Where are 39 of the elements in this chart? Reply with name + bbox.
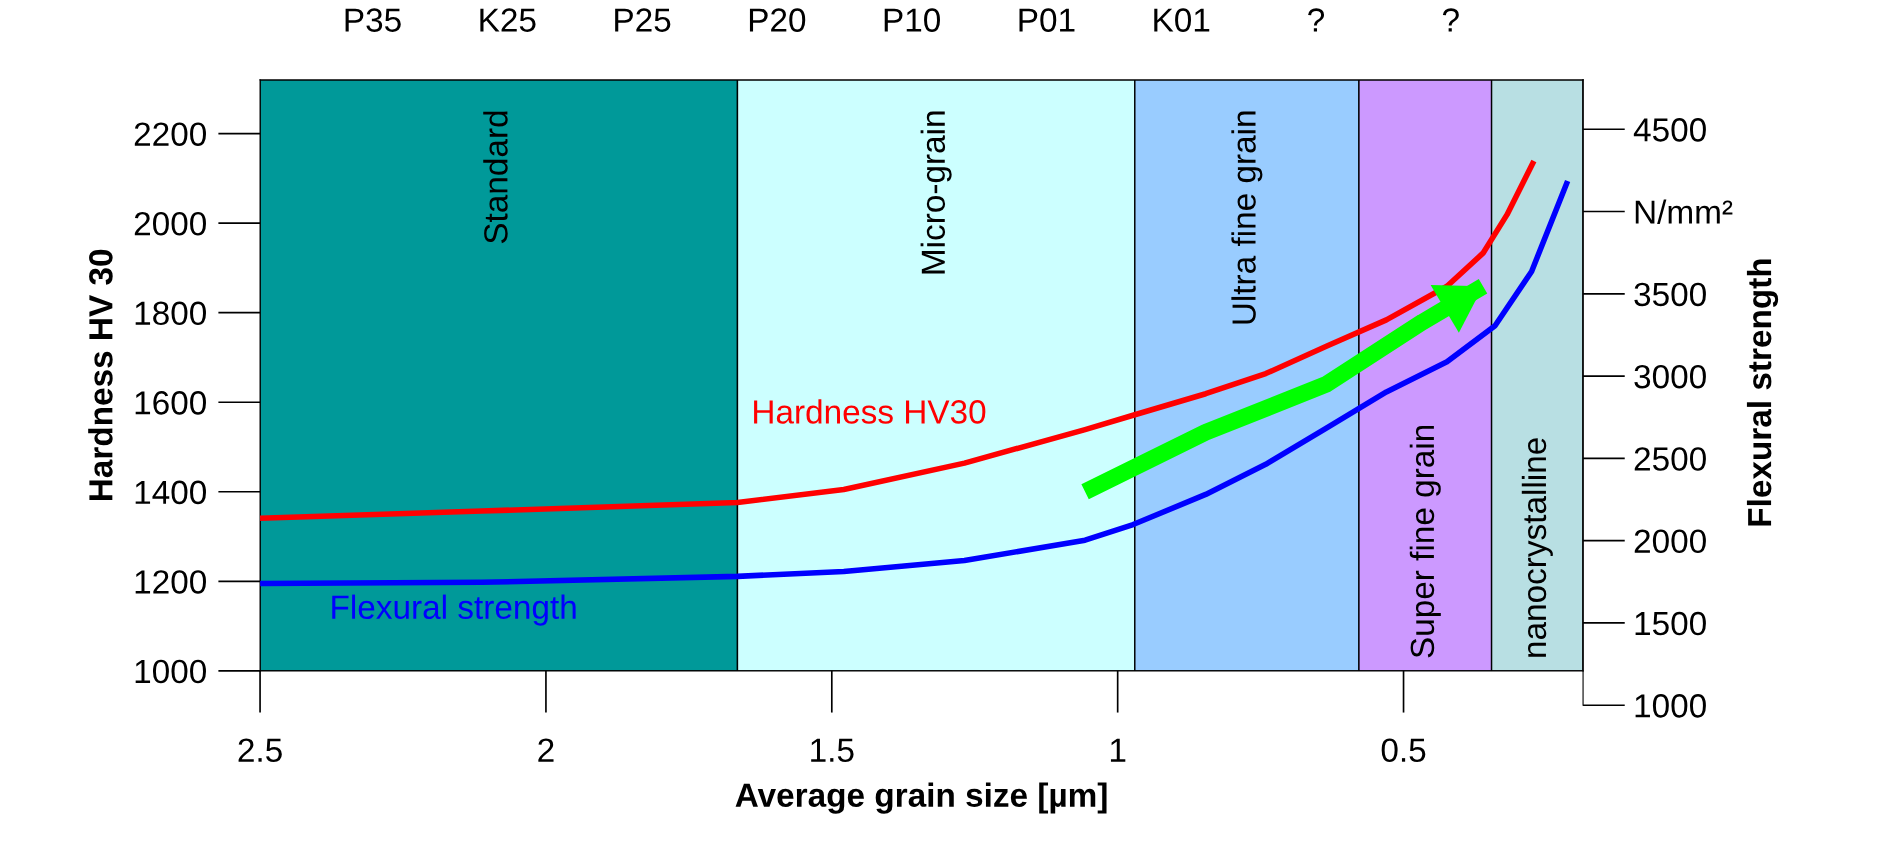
y2-tick-label: 3000 [1634, 364, 1706, 389]
x-tick-label: 2 [538, 738, 554, 762]
y-tick-label: 1400 [135, 480, 206, 505]
y2-tick-label: 2500 [1634, 447, 1706, 471]
y-tick-label: 1800 [135, 301, 206, 326]
y2-tick-label: 4500 [1633, 118, 1706, 142]
x-axis-title: Average grain size [µm] [735, 782, 1107, 814]
band-label: Super fine grain [1409, 425, 1441, 658]
y-axis-title: Hardness HV 30 [88, 249, 113, 501]
y-tick-label: 2200 [134, 122, 206, 147]
text: K25 [480, 8, 536, 32]
y-tick-label: 1600 [135, 391, 206, 415]
x-tick-label: 0.5 [1381, 738, 1426, 763]
series-label: Flexural strength [332, 594, 576, 626]
y2-tick-label: 3500 [1634, 282, 1706, 307]
y-tick-label: 1200 [135, 570, 206, 594]
band-label: Ultra fine grain [1231, 111, 1263, 324]
series-label: Hardness HV30 [754, 399, 986, 424]
band-label: Standard [483, 111, 508, 244]
text: P25 [615, 8, 671, 32]
y2-tick-label: 1500 [1635, 611, 1706, 636]
text: P35 [345, 8, 401, 32]
text: P20 [749, 8, 806, 32]
text: P01 [1019, 8, 1075, 32]
y-tick-label: 1000 [135, 659, 206, 684]
x-tick-label: 1 [1110, 738, 1126, 762]
text: ? [1442, 8, 1459, 32]
text: P10 [884, 8, 940, 32]
y2-tick-label: N/mm² [1635, 199, 1733, 224]
text: ? [1308, 8, 1325, 32]
band-label: Micro-grain [920, 111, 952, 274]
text: K01 [1154, 8, 1210, 32]
band-label: nanocrystalline [1521, 438, 1553, 657]
y-tick-label: 2000 [134, 211, 206, 236]
y2-tick-label: 1000 [1635, 694, 1706, 718]
y2-tick-label: 2000 [1634, 529, 1706, 554]
x-tick-label: 2.5 [238, 738, 282, 763]
y2-axis-title: Flexural strength [1746, 259, 1779, 526]
x-tick-label: 1.5 [811, 738, 854, 763]
